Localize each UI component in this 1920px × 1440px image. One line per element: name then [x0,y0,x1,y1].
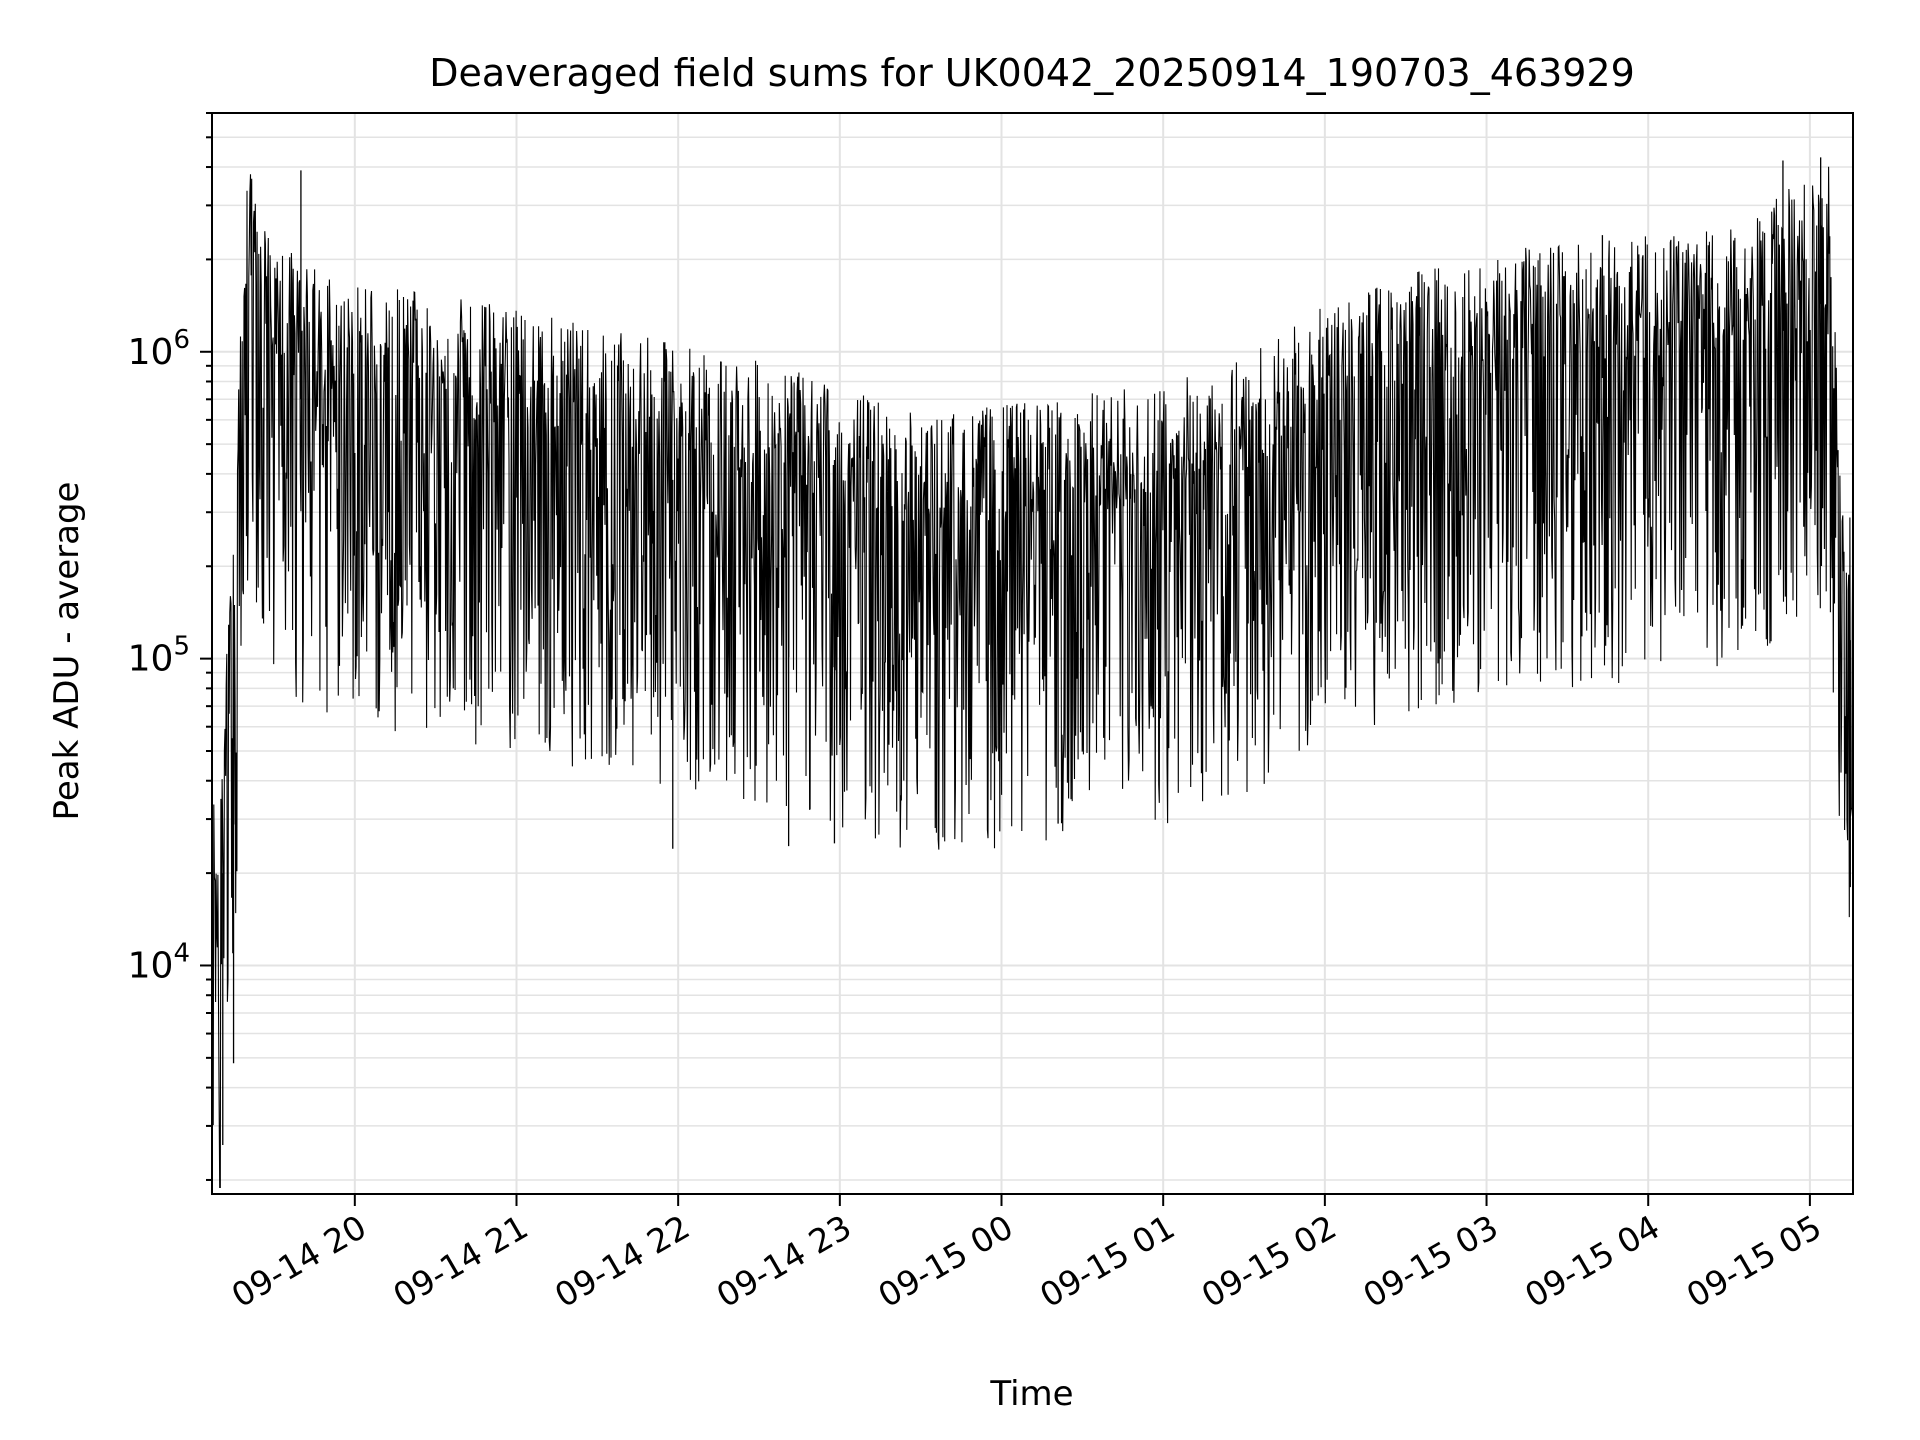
chart-title: Deaveraged field sums for UK0042_2025091… [429,51,1635,95]
y-tick-label: 106 [128,325,190,373]
y-axis-label: Peak ADU - average [47,482,87,821]
plot-area [211,157,1854,1189]
y-tick-label: 104 [128,938,190,986]
axes-frame [211,112,1854,1195]
grid-lines [212,112,1853,1194]
data-series-line [211,166,1854,1189]
y-tick-label: 105 [128,632,190,680]
x-axis-label: Time [989,1374,1073,1414]
